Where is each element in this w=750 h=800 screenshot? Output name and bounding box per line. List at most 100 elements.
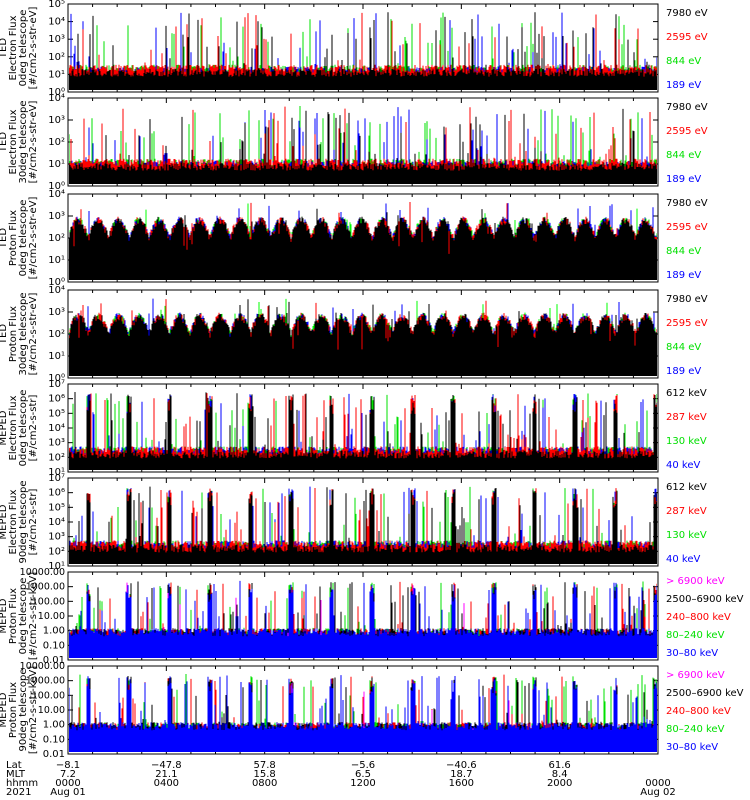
y-tick-label: 10² [48, 52, 65, 63]
x-row-label: 2021 [6, 787, 31, 798]
legend-entry: 612 keV [666, 388, 707, 399]
chart-panel-1: 10⁵ 10⁴ 10³ 10² 10¹ 10⁰ TEDElectron Flux0deg t… [0, 0, 708, 98]
legend-entry: 130 keV [666, 530, 707, 541]
y-tick-label: 10⁴ [48, 285, 65, 296]
y-axis-label: MEPEDProton Flux90deg telescope[#/cm2-s-… [0, 666, 39, 754]
legend-entry: 30–80 keV [666, 648, 718, 659]
x-axis-value: 1200 [350, 778, 375, 789]
y-tick-label: 10⁶ [48, 394, 65, 405]
y-axis-label: TEDProton Flux30deg telescope[#/cm2-s-st… [0, 292, 39, 375]
y-tick-label: 10³ [48, 532, 65, 543]
chart-panel-6: 10⁷ 10⁶ 10⁵ 10⁴ 10³ 10² 10¹ MEPEDElectron Flux9… [0, 473, 707, 572]
series-trace [69, 299, 657, 376]
series-trace [69, 208, 657, 280]
chart-panel-5: 10⁷ 10⁶ 10⁵ 10⁴ 10³ 10² 10¹ MEPEDElectron Flux0… [0, 379, 707, 478]
x-axis-value: 18.7 [450, 769, 472, 780]
y-tick-label: 10¹ [48, 351, 65, 362]
y-tick-label: 0.10 [43, 640, 65, 651]
x-row-label: MLT [6, 769, 26, 780]
y-tick-label: 10.00 [38, 611, 65, 622]
legend-entry: 612 keV [666, 482, 707, 493]
legend-entry: 844 eV [666, 342, 701, 353]
x-axis-value: 2000 [547, 778, 572, 789]
chart-panel-8: 10000.00 1000.00 100.00 10.00 1.00 0.10 0.01 ME… [0, 661, 744, 760]
x-row-label: Lat [6, 760, 22, 771]
y-axis-label: MEPEDElectron Flux90deg telescope[#/cm2-… [0, 480, 39, 563]
x-axis-value: 0000 [645, 778, 670, 789]
y-tick-label: 10³ [48, 34, 65, 45]
x-axis-value: Aug 01 [50, 787, 85, 798]
x-axis-value: −47.8 [151, 760, 182, 771]
y-tick-label: 10⁰ [48, 87, 65, 98]
x-axis-value: 0000 [55, 778, 80, 789]
y-tick-label: 10² [48, 329, 65, 340]
legend-entry: 844 eV [666, 246, 701, 257]
legend-entry: > 6900 keV [666, 576, 725, 587]
legend-entry: 189 eV [666, 270, 701, 281]
panels: 10⁵ 10⁴ 10³ 10² 10¹ 10⁰ TEDElectron Flux0deg t… [0, 0, 744, 760]
y-tick-label: 10⁷ [48, 473, 65, 484]
data-traces [69, 202, 657, 280]
x-axis-value: 0800 [252, 778, 277, 789]
legend-entry: > 6900 keV [666, 670, 725, 681]
y-axis-label: MEPEDElectron Flux0deg telescope[#/cm2-s… [0, 390, 39, 467]
legend-entry: 2595 eV [666, 222, 708, 233]
legend-entry: 40 keV [666, 460, 700, 471]
y-tick-label: 10⁴ [48, 423, 65, 434]
legend-entry: 240–800 keV [666, 706, 731, 717]
legend-entry: 287 keV [666, 412, 707, 423]
y-tick-label: 10000.00 [20, 661, 65, 672]
y-tick-label: 10² [48, 546, 65, 557]
legend-entry: 80–240 keV [666, 724, 725, 735]
x-axis-value: 6.5 [355, 769, 371, 780]
y-tick-label: 10¹ [48, 159, 65, 170]
y-tick-label: 10² [48, 137, 65, 148]
y-tick-label: 10² [48, 233, 65, 244]
y-tick-label: 10⁴ [48, 93, 65, 104]
y-tick-label: 10⁵ [48, 502, 65, 513]
x-axis-value: 21.1 [155, 769, 177, 780]
x-axis-value: 1600 [449, 778, 474, 789]
y-tick-label: 10⁴ [48, 189, 65, 200]
chart-panel-3: 10⁴ 10³ 10² 10¹ 10⁰ TEDProton Flux0deg telesc… [0, 189, 708, 288]
y-tick-label: 10¹ [48, 255, 65, 266]
x-axis-value: 8.4 [552, 769, 568, 780]
y-tick-label: 10³ [48, 307, 65, 318]
y-tick-label: 10.00 [38, 705, 65, 716]
y-tick-label: 10⁷ [48, 379, 65, 390]
series-trace [69, 392, 657, 470]
legend-entry: 189 eV [666, 80, 701, 91]
y-tick-label: 10⁴ [48, 17, 65, 28]
y-axis-label: TEDElectron Flux0deg telescope[#/cm2-s-s… [0, 7, 39, 90]
legend-entry: 189 eV [666, 174, 701, 185]
chart-panel-4: 10⁴ 10³ 10² 10¹ 10⁰ TEDProton Flux30deg teles… [0, 285, 708, 384]
data-traces [69, 580, 657, 658]
y-tick-label: 100.00 [32, 596, 65, 607]
y-tick-label: 10⁶ [48, 488, 65, 499]
y-tick-label: 10000.00 [20, 567, 65, 578]
legend-entry: 130 keV [666, 436, 707, 447]
x-axis-value: −40.6 [446, 760, 477, 771]
series-trace [69, 108, 657, 184]
legend-entry: 844 eV [666, 56, 701, 67]
y-tick-label: 0.10 [43, 734, 65, 745]
y-tick-label: 1.00 [43, 626, 65, 637]
data-traces [69, 392, 657, 470]
series-trace [69, 486, 657, 564]
y-tick-label: 1000.00 [26, 676, 65, 687]
y-tick-label: 10³ [48, 115, 65, 126]
y-tick-label: 1.00 [43, 720, 65, 731]
legend-entry: 30–80 keV [666, 742, 718, 753]
y-tick-label: 10⁰ [48, 373, 65, 384]
y-tick-label: 10⁵ [48, 408, 65, 419]
y-tick-label: 10⁵ [48, 0, 65, 10]
y-axis-label: MEPEDProton Flux0deg telescope[#/cm2-s-s… [0, 572, 39, 660]
x-axis-value: Aug 02 [640, 787, 675, 798]
legend-entry: 287 keV [666, 506, 707, 517]
x-row-label: hhmm [6, 778, 38, 789]
y-axis-label: TEDProton Flux0deg telescope[#/cm2-s-str… [0, 197, 39, 280]
y-tick-label: 10¹ [48, 69, 65, 80]
y-tick-label: 10¹ [48, 467, 65, 478]
